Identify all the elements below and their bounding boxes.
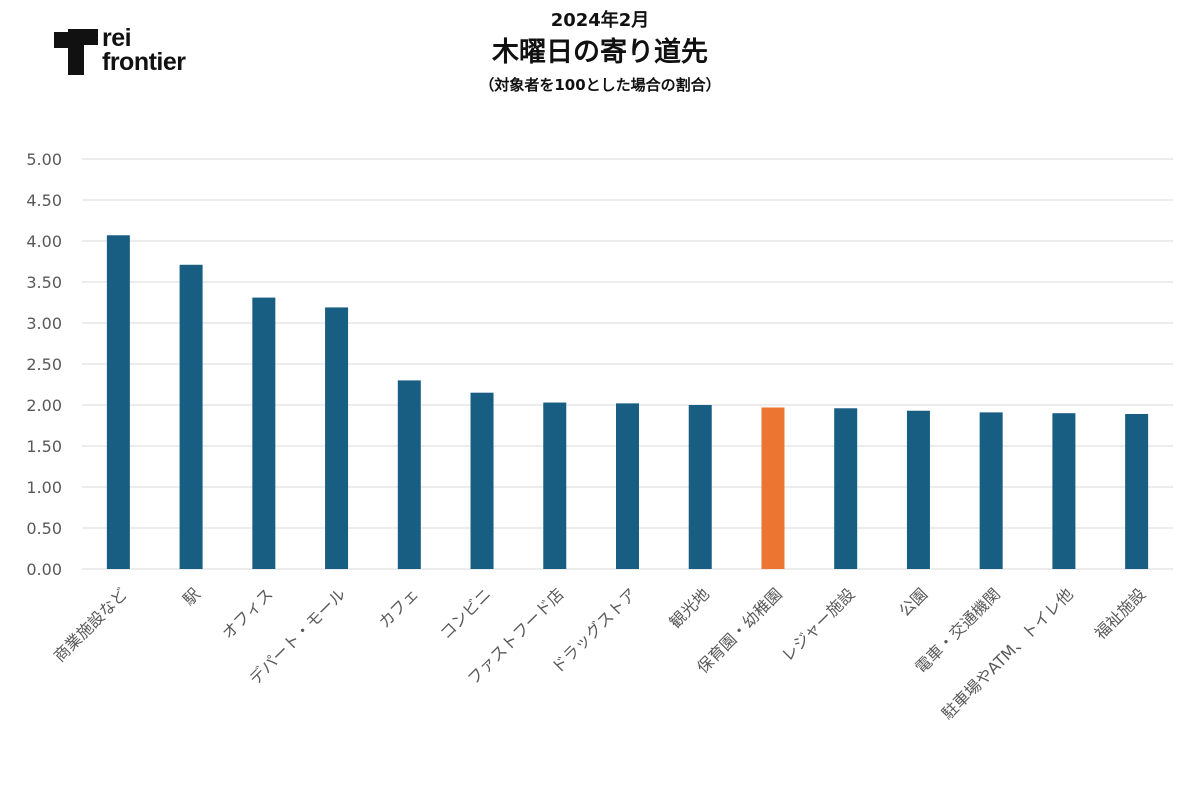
- bar: [1052, 413, 1076, 569]
- bar: [179, 264, 203, 569]
- bar: [252, 297, 276, 569]
- logo-line-2: frontier: [102, 48, 186, 76]
- x-tick-label: 駅: [179, 584, 204, 609]
- bar: [106, 235, 130, 569]
- x-tick-label: オフィス: [218, 584, 276, 642]
- x-tick-label: カフェ: [375, 584, 422, 631]
- x-tick-label: 公園: [895, 584, 931, 620]
- y-tick-label: 0.00: [26, 560, 62, 579]
- y-tick-label: 4.00: [26, 232, 62, 251]
- y-tick-label: 2.50: [26, 355, 62, 374]
- bar: [325, 307, 349, 569]
- bar: [688, 405, 712, 569]
- bar: [834, 408, 858, 569]
- x-tick-label: コンビニ: [436, 584, 495, 643]
- bar: [761, 407, 785, 569]
- bar: [543, 402, 567, 569]
- bar: [616, 403, 639, 569]
- y-axis-ticks: 0.00 0.50 1.00 1.50 2.00 2.50 3.00 3.50 4.00 4.50…: [26, 150, 62, 579]
- y-tick-label: 3.50: [26, 273, 62, 292]
- x-tick-label: 商業施設など: [50, 584, 131, 665]
- chart-titles: 2024年2月 木曜日の寄り道先 （対象者を100とした場合の割合）: [0, 8, 1200, 98]
- x-tick-label: 駐車場やATM、トイレ他: [938, 584, 1077, 723]
- y-tick-label: 1.00: [26, 478, 62, 497]
- bar: [1125, 414, 1149, 569]
- logo-mark-icon: [54, 29, 98, 75]
- y-tick-label: 2.00: [26, 396, 62, 415]
- y-tick-label: 0.50: [26, 519, 62, 538]
- y-tick-label: 4.50: [26, 191, 62, 210]
- y-tick-label: 3.00: [26, 314, 62, 333]
- bar: [979, 412, 1003, 569]
- y-tick-label: 5.00: [26, 150, 62, 169]
- logo-text: rei frontier: [102, 24, 186, 76]
- chart-title: 木曜日の寄り道先: [492, 37, 708, 68]
- bar: [906, 410, 930, 569]
- bars: [106, 235, 1149, 569]
- chart-subtitle: （対象者を100とした場合の割合）: [479, 76, 721, 94]
- bar: [470, 392, 494, 569]
- bar: [397, 380, 421, 569]
- x-tick-label: レジャー施設: [778, 584, 859, 665]
- date-title: 2024年2月: [550, 10, 650, 31]
- y-tick-label: 1.50: [26, 437, 62, 456]
- logo-line-1: rei: [102, 24, 132, 52]
- logo: rei frontier: [54, 26, 224, 80]
- x-tick-label: 観光地: [666, 584, 713, 631]
- x-tick-label: 福祉施設: [1091, 584, 1150, 643]
- x-axis-labels: 商業施設など駅オフィスデパート・モール カフェ コンビニファストフード店ドラッグスト…: [50, 584, 1150, 723]
